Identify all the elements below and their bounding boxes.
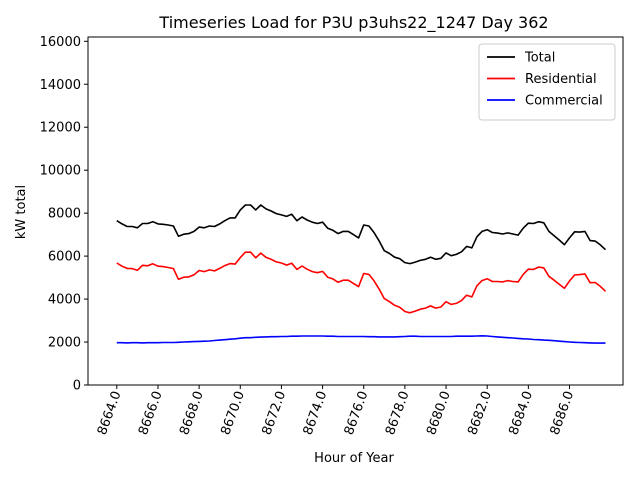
y-axis: 0 2000 4000 6000 8000 10000 12000 14000 16000 — [40, 35, 88, 394]
y-tick-label: 16000 — [40, 35, 81, 50]
series-group — [116, 204, 607, 344]
y-tick-label: 12000 — [40, 121, 81, 136]
y-tick-label: 8000 — [48, 207, 81, 222]
series-line-residential — [116, 251, 607, 314]
x-axis-label: Hour of Year — [314, 451, 394, 466]
y-axis-label: kW total — [14, 185, 29, 239]
legend-label-residential: Residential — [525, 72, 597, 87]
legend-box — [478, 43, 616, 121]
chart-title: Timeseries Load for P3U p3uhs22_1247 Day… — [158, 13, 548, 33]
legend-label-commercial: Commercial — [525, 94, 603, 109]
y-tick-label: 2000 — [48, 336, 81, 351]
y-tick-label: 6000 — [48, 250, 81, 265]
y-tick-label: 4000 — [48, 293, 81, 308]
legend-label-total: Total — [524, 51, 555, 66]
series-line-total — [116, 204, 607, 265]
y-tick-label: 14000 — [40, 78, 81, 93]
legend: Total Residential Commercial — [478, 43, 616, 121]
series-line-commercial — [116, 334, 606, 344]
y-tick-label: 0 — [73, 379, 81, 394]
y-tick-label: 10000 — [40, 164, 81, 179]
